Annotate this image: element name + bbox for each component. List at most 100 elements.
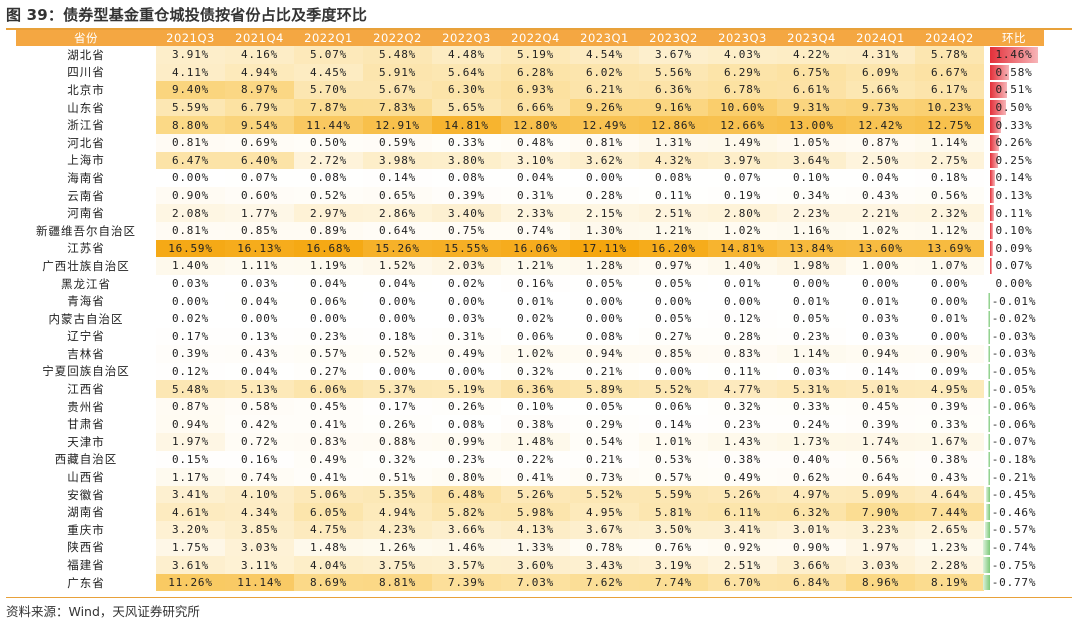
table-row: 广西壮族自治区 1.40% 1.11% 1.19% 1.52% 2.03% 1.21% 1.2…	[16, 257, 1044, 275]
value-cell: 0.45%	[294, 397, 363, 416]
value-cell: 0.33%	[777, 397, 846, 416]
value-cell: 6.30%	[432, 81, 501, 99]
province-cell: 北京市	[67, 82, 105, 97]
province-cell: 江西省	[67, 382, 105, 397]
value-cell: 10.60%	[708, 98, 777, 117]
value-cell: 0.03%	[846, 309, 915, 328]
value-cell: 0.00%	[156, 169, 225, 187]
value-cell: 6.36%	[501, 380, 570, 398]
value-cell: 7.87%	[294, 98, 363, 117]
value-cell: 0.43%	[915, 468, 984, 486]
value-cell: 0.11%	[639, 186, 708, 205]
change-label: 0.11%	[995, 206, 1033, 220]
value-cell: 16.20%	[639, 239, 708, 258]
value-cell: 5.26%	[708, 485, 777, 504]
province-cell: 山西省	[67, 470, 105, 485]
value-cell: 0.69%	[225, 133, 294, 152]
value-cell: 0.41%	[294, 468, 363, 486]
value-cell: 0.03%	[432, 309, 501, 328]
value-cell: 0.58%	[225, 397, 294, 416]
value-cell: 0.00%	[570, 169, 639, 187]
column-header: 2022Q3	[432, 30, 501, 46]
value-cell: 1.26%	[363, 538, 432, 557]
value-cell: 0.00%	[363, 292, 432, 310]
change-cell: -0.03%	[984, 328, 1044, 346]
value-cell: 6.28%	[501, 63, 570, 82]
value-cell: 0.52%	[294, 186, 363, 205]
value-cell: 0.02%	[432, 274, 501, 293]
change-cell: 0.51%	[984, 81, 1044, 99]
change-label: 0.00%	[995, 277, 1033, 291]
change-label: 1.46%	[995, 48, 1033, 62]
change-label: 0.14%	[995, 171, 1033, 185]
column-header: 2021Q4	[225, 30, 294, 46]
value-cell: 0.97%	[639, 257, 708, 275]
table-row: 宁夏回族自治区 0.12% 0.04% 0.27% 0.00% 0.00% 0.32% 0.2…	[16, 362, 1044, 381]
value-cell: 4.61%	[156, 503, 225, 522]
value-cell: 2.80%	[708, 204, 777, 222]
province-cell: 新疆维吾尔自治区	[36, 223, 136, 238]
value-cell: 3.64%	[777, 151, 846, 170]
value-cell: 17.11%	[570, 239, 639, 258]
value-cell: 1.02%	[708, 221, 777, 240]
value-cell: 0.43%	[846, 186, 915, 205]
value-cell: 12.86%	[639, 116, 708, 134]
value-cell: 1.21%	[639, 221, 708, 240]
value-cell: 3.97%	[708, 151, 777, 170]
value-cell: 5.26%	[501, 485, 570, 504]
value-cell: 5.13%	[225, 380, 294, 398]
change-label: 0.50%	[995, 101, 1033, 115]
column-header: 2023Q3	[708, 30, 777, 46]
value-cell: 0.88%	[363, 433, 432, 451]
change-bar	[982, 557, 990, 573]
value-cell: 1.14%	[915, 133, 984, 152]
value-cell: 6.09%	[846, 63, 915, 82]
value-cell: 1.48%	[501, 433, 570, 451]
change-label: 0.33%	[995, 118, 1033, 132]
value-cell: 0.01%	[501, 292, 570, 310]
province-cell: 甘肃省	[67, 417, 105, 432]
value-cell: 8.96%	[846, 573, 915, 592]
value-cell: 8.80%	[156, 116, 225, 134]
value-cell: 0.00%	[639, 292, 708, 310]
value-cell: 3.41%	[156, 485, 225, 504]
value-cell: 15.26%	[363, 239, 432, 258]
value-cell: 0.38%	[915, 450, 984, 469]
value-cell: 0.03%	[156, 274, 225, 293]
change-bar	[988, 451, 990, 468]
value-cell: 0.60%	[225, 186, 294, 205]
column-header: 省份	[16, 30, 156, 46]
change-bar	[987, 469, 990, 485]
value-cell: 0.32%	[363, 450, 432, 469]
value-cell: 0.64%	[846, 468, 915, 486]
value-cell: 3.75%	[363, 556, 432, 574]
value-cell: 0.10%	[777, 169, 846, 187]
value-cell: 0.00%	[915, 327, 984, 346]
value-cell: 0.00%	[915, 292, 984, 310]
value-cell: 0.00%	[915, 274, 984, 293]
value-cell: 4.23%	[363, 521, 432, 539]
value-cell: 0.38%	[708, 450, 777, 469]
value-cell: 0.01%	[708, 274, 777, 293]
province-cell: 浙江省	[67, 118, 105, 133]
change-bar	[990, 134, 999, 151]
value-cell: 0.94%	[156, 415, 225, 434]
value-cell: 0.52%	[363, 345, 432, 363]
value-cell: 5.78%	[915, 46, 984, 64]
value-cell: 5.37%	[363, 380, 432, 398]
table-row: 上海市 6.47% 6.40% 2.72% 3.98% 3.80% 3.10% 3.62% 4.…	[16, 151, 1044, 170]
value-cell: 0.14%	[846, 362, 915, 381]
bottom-rule	[6, 597, 1072, 598]
column-header: 2021Q3	[156, 30, 225, 46]
province-cell: 山东省	[67, 100, 105, 115]
value-cell: 2.86%	[363, 204, 432, 222]
value-cell: 0.06%	[639, 397, 708, 416]
change-label: -0.06%	[991, 417, 1037, 431]
change-cell: -0.06%	[984, 415, 1044, 433]
value-cell: 1.73%	[777, 433, 846, 451]
value-cell: 0.00%	[156, 292, 225, 310]
value-cell: 0.04%	[225, 362, 294, 381]
change-label: -0.03%	[991, 329, 1037, 343]
value-cell: 6.75%	[777, 63, 846, 82]
value-cell: 9.40%	[156, 81, 225, 99]
